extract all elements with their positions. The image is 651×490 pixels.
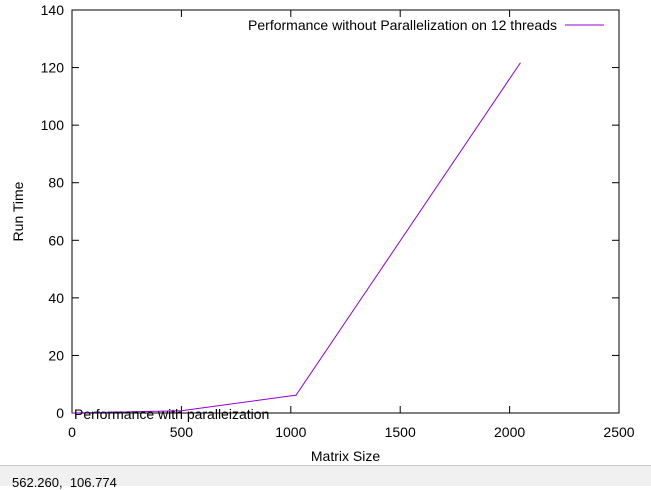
y-tick-label: 60: [48, 232, 64, 248]
x-axis-label: Matrix Size: [311, 448, 380, 464]
data-point: [519, 62, 521, 64]
data-point: [180, 410, 182, 412]
y-tick-label: 40: [48, 290, 64, 306]
x-tick-label: 2000: [494, 424, 525, 440]
x-tick-label: 0: [68, 424, 76, 440]
chart-area: 0 20 40 60 80 100 120 140 0 500 1000 1500 2000 2500 Ma…: [10, 2, 635, 464]
data-point: [71, 412, 73, 414]
y-tick-label: 80: [48, 175, 64, 191]
x-tick-label: 2500: [603, 424, 634, 440]
plot-frame: [71, 9, 620, 414]
x-tick-label: 1000: [275, 424, 306, 440]
legend-label: Performance without Parallelization on 1…: [248, 17, 557, 33]
series-line: [71, 62, 521, 414]
y-tick-label: 100: [41, 117, 65, 133]
y-tick-label: 120: [41, 60, 65, 76]
chart-svg: 0 20 40 60 80 100 120 140 0 500 1000 1500 2000 2500 Ma…: [10, 2, 635, 464]
data-point: [295, 394, 297, 396]
x-tick-label: 1500: [385, 424, 416, 440]
y-tick-label: 20: [48, 347, 64, 363]
status-bar: 562.260, 106.774: [0, 465, 651, 490]
y-tick-label: 0: [56, 405, 64, 421]
annotation-label: Performance with paralleization: [74, 406, 269, 422]
y-axis-label: Run Time: [10, 181, 26, 241]
x-tick-label: 500: [170, 424, 194, 440]
y-tick-label: 140: [41, 2, 65, 18]
coordinate-readout: 562.260, 106.774: [12, 475, 117, 490]
